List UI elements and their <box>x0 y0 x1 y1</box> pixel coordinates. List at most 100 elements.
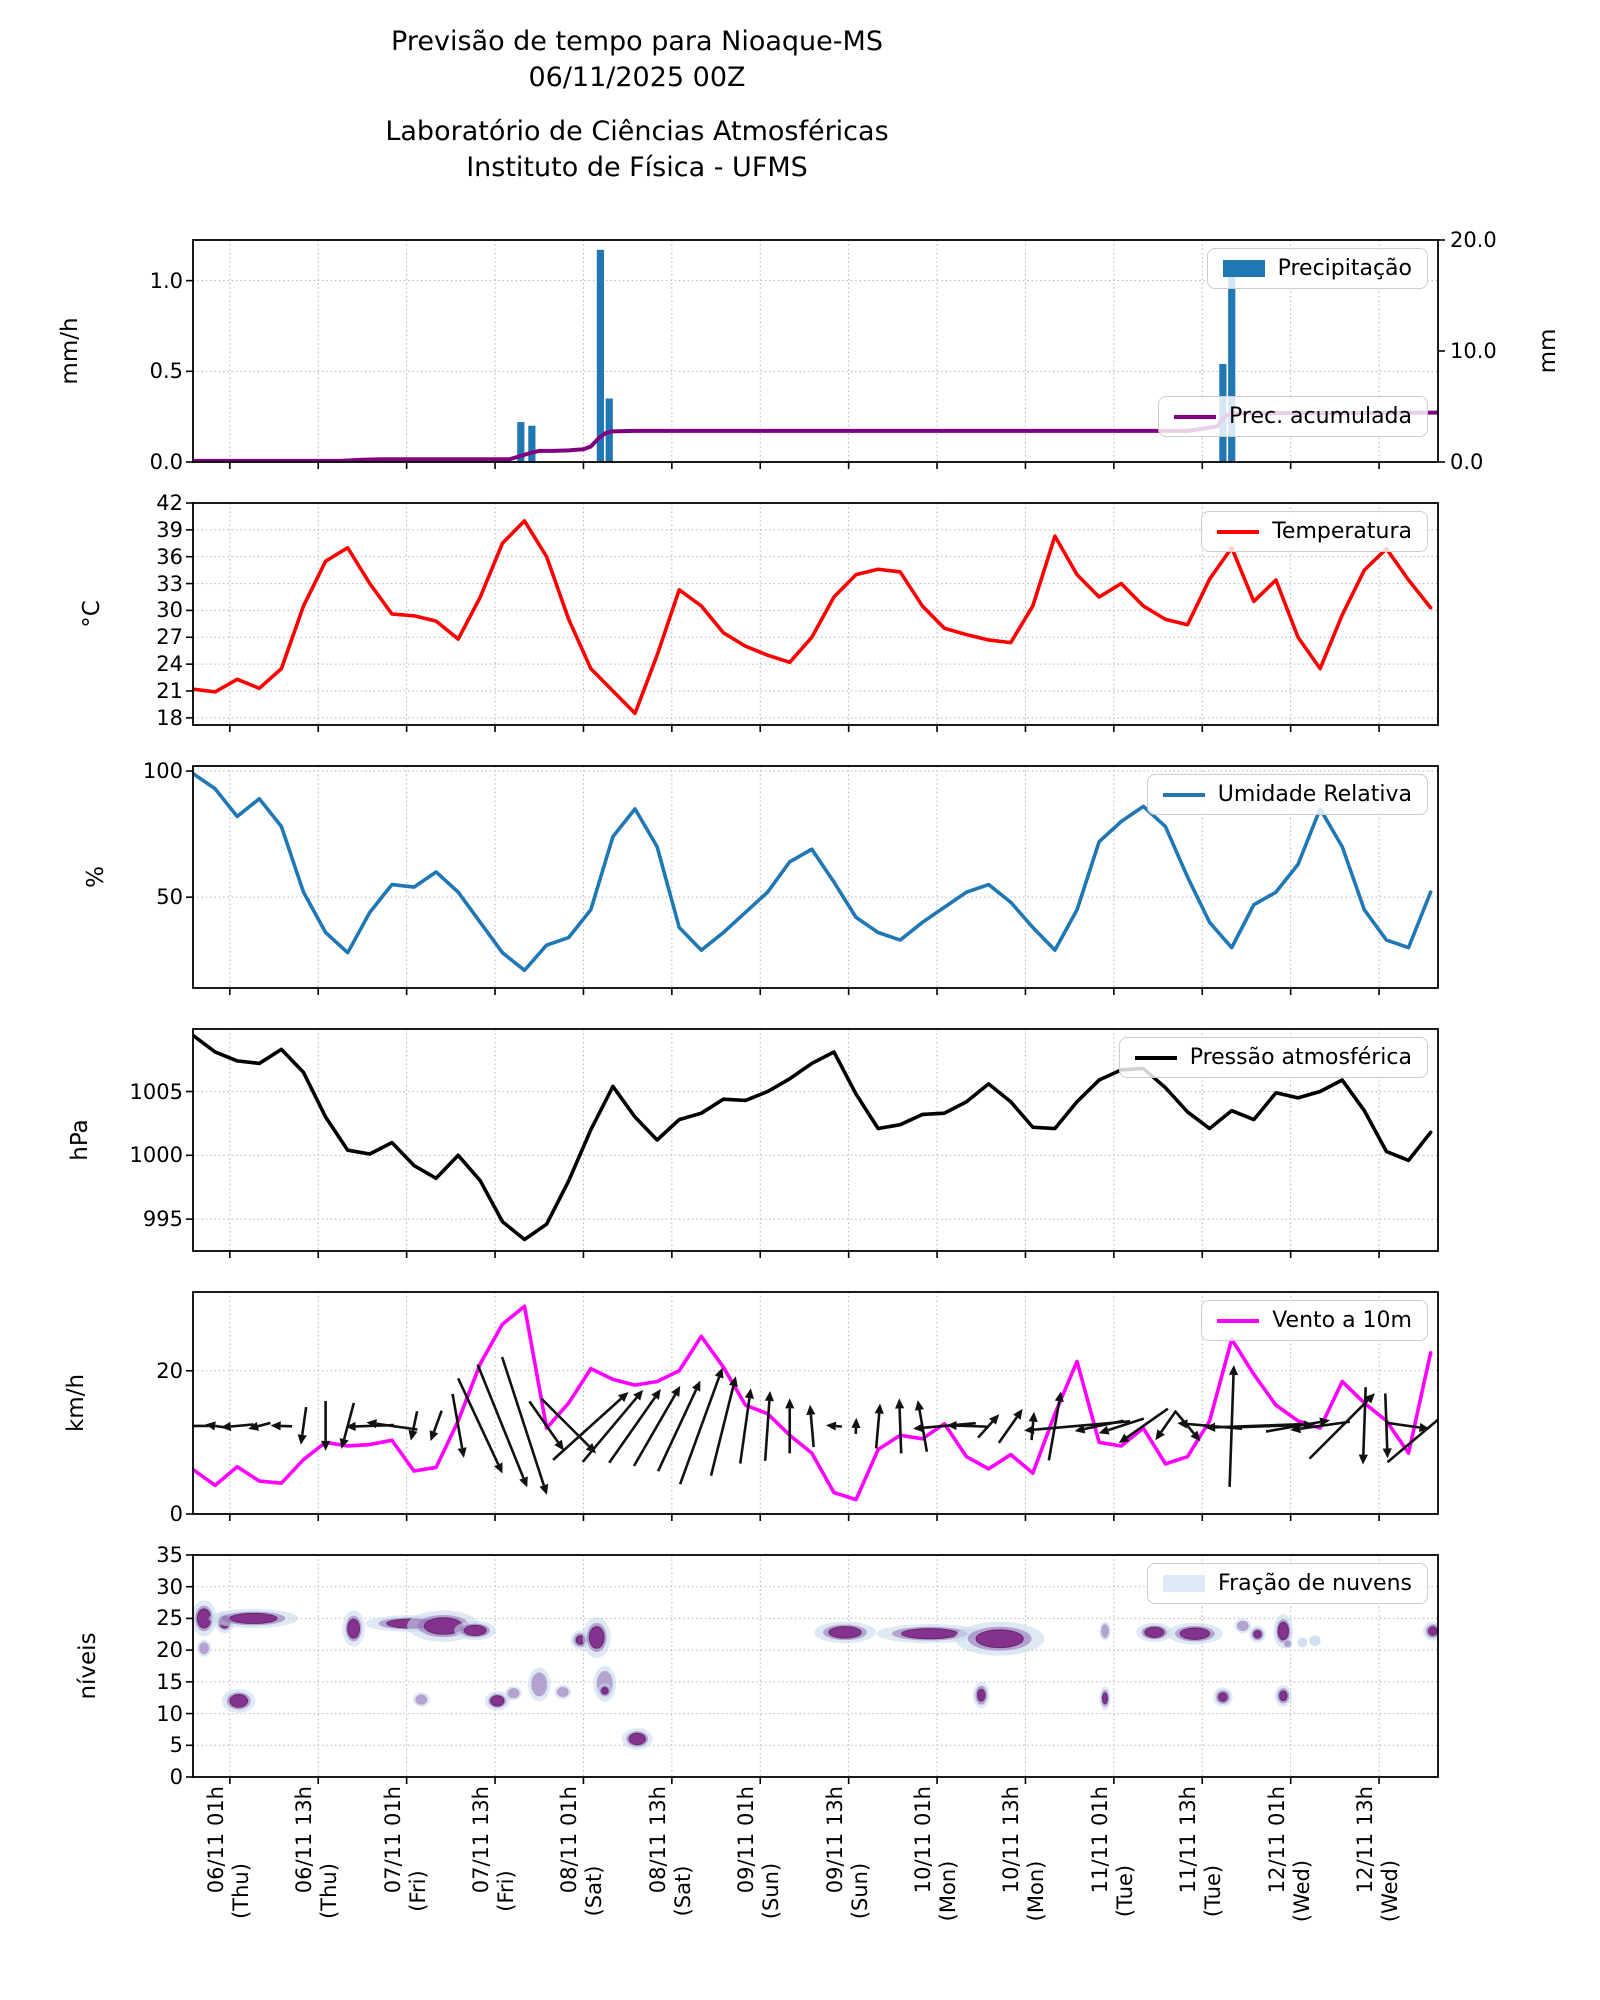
grid-vento <box>193 1292 1438 1514</box>
x-tick-label-text: 11/11 13h (Tue) <box>1176 1786 1226 1918</box>
panel-precipitacao <box>186 239 1445 469</box>
ytick-label-right-precipitacao: 20.0 <box>1450 228 1497 252</box>
page-title: Previsão de tempo para Nioaque-MS 06/11/… <box>0 24 1274 96</box>
ytick-label-pressao: 1000 <box>129 1143 183 1168</box>
panel-umidade <box>186 765 1439 995</box>
x-tick-label-text: 09/11 13h (Sun) <box>822 1786 872 1920</box>
ytick-label-temperatura: 33 <box>156 571 183 596</box>
ytick-label-temperatura: 27 <box>156 625 183 650</box>
vento-line <box>193 1304 1433 1502</box>
ytick-label-nuvens: 15 <box>156 1669 183 1694</box>
x-tick-label: 12/11 13h (Wed) <box>1353 1786 1405 1996</box>
subtitle-line2: Instituto de Física - UFMS <box>466 152 808 183</box>
ylabel-precipitacao: mm/h <box>57 317 83 385</box>
x-tick-label-text: 07/11 13h (Fri) <box>469 1786 519 1912</box>
legend-label: Prec. acumulada <box>1229 404 1412 429</box>
ytick-label-nuvens: 10 <box>156 1701 183 1726</box>
umidade-line <box>193 771 1433 973</box>
legend-swatch-line-icon <box>1217 1318 1260 1323</box>
ytick-label-temperatura: 30 <box>156 598 183 623</box>
legend-nuvens-0: Fração de nuvens <box>1147 1563 1428 1604</box>
panel-vento <box>186 1291 1439 1521</box>
x-tick-label-text: 10/11 01h (Mon) <box>911 1786 961 1922</box>
grid-umidade <box>193 766 1438 988</box>
ytick-label-vento: 0 <box>169 1502 183 1526</box>
legend-temperatura-0: Temperatura <box>1201 511 1428 552</box>
tick-marks <box>186 1554 1380 1784</box>
ytick-label-right-precipitacao: 0.0 <box>1450 450 1484 474</box>
legend-label: Precipitação <box>1277 256 1412 281</box>
cloud-blobs <box>193 1600 1438 1750</box>
page-subtitle: Laboratório de Ciências Atmosféricas Ins… <box>0 114 1274 186</box>
ytick-label-umidade: 100 <box>142 759 183 784</box>
x-tick-label-text: 08/11 13h (Sat) <box>645 1786 695 1917</box>
title-line2: 06/11/2025 00Z <box>528 62 746 93</box>
temperatura-line <box>193 519 1433 716</box>
ytick-label-pressao: 995 <box>142 1207 183 1232</box>
x-tick-label: 11/11 13h (Tue) <box>1176 1786 1228 1996</box>
ytick-label-precipitacao: 1.0 <box>149 268 183 293</box>
x-tick-label-text: 12/11 13h (Wed) <box>1353 1786 1403 1923</box>
title-line1: Previsão de tempo para Nioaque-MS <box>391 26 883 57</box>
x-tick-label: 06/11 13h (Thu) <box>292 1786 344 1996</box>
x-tick-label-text: 07/11 01h (Fri) <box>380 1786 430 1912</box>
panel-pressao <box>186 1028 1439 1258</box>
x-tick-label-text: 11/11 01h (Tue) <box>1087 1786 1137 1918</box>
ytick-label-precipitacao: 0.5 <box>149 359 183 384</box>
ytick-label-pressao: 1005 <box>129 1079 183 1104</box>
ytick-label-temperatura: 21 <box>156 678 183 703</box>
x-tick-label: 12/11 01h (Wed) <box>1265 1786 1317 1996</box>
ytick-label-right-precipitacao: 10.0 <box>1450 339 1497 363</box>
legend-swatch-line-icon <box>1174 414 1216 419</box>
ytick-label-nuvens: 0 <box>169 1765 183 1789</box>
legend-swatch-patch-icon <box>1163 1575 1206 1592</box>
legend-precipitacao-1: Prec. acumulada <box>1158 396 1428 437</box>
legend-swatch-bar-icon <box>1222 260 1265 277</box>
legend-label: Fração de nuvens <box>1218 1571 1412 1596</box>
pressao-line <box>193 1033 1433 1242</box>
x-tick-label: 08/11 01h (Sat) <box>557 1786 609 1996</box>
wind-quiver <box>193 1356 1438 1495</box>
tick-marks <box>186 770 1380 995</box>
ytick-label-temperatura: 36 <box>156 544 183 569</box>
ytick-label-temperatura: 18 <box>156 705 183 730</box>
ytick-label-temperatura: 42 <box>156 491 183 515</box>
ylabel-vento: km/h <box>63 1373 89 1433</box>
grid-pressao <box>193 1029 1438 1251</box>
x-tick-label-text: 06/11 13h (Thu) <box>292 1786 342 1919</box>
x-tick-label-text: 09/11 01h (Sun) <box>734 1786 784 1920</box>
tick-marks <box>186 1090 1380 1258</box>
ylabel-temperatura: °C <box>79 600 105 628</box>
x-tick-label-text: 06/11 01h (Thu) <box>203 1786 253 1919</box>
ytick-label-precipitacao: 0.0 <box>149 450 183 474</box>
ytick-label-temperatura: 39 <box>156 517 183 542</box>
ylabel-pressao: hPa <box>67 1119 93 1161</box>
ytick-label-nuvens: 35 <box>156 1543 183 1567</box>
ytick-label-umidade: 50 <box>156 885 183 910</box>
tick-marks <box>186 1369 1380 1521</box>
subtitle-line1: Laboratório de Ciências Atmosféricas <box>385 116 889 147</box>
x-tick-label: 10/11 01h (Mon) <box>911 1786 963 1996</box>
legend-label: Pressão atmosférica <box>1189 1045 1412 1070</box>
legend-label: Umidade Relativa <box>1217 782 1412 807</box>
ylabel-umidade: % <box>83 866 109 888</box>
ytick-label-nuvens: 5 <box>169 1733 183 1758</box>
ylabel-right-precipitacao: mm <box>1535 328 1561 374</box>
x-tick-label-text: 08/11 01h (Sat) <box>557 1786 607 1917</box>
legend-vento-0: Vento a 10m <box>1201 1300 1428 1341</box>
x-tick-label: 08/11 13h (Sat) <box>646 1786 698 1996</box>
x-tick-label: 09/11 13h (Sun) <box>823 1786 875 1996</box>
x-tick-label: 07/11 01h (Fri) <box>381 1786 433 1996</box>
x-tick-label-text: 10/11 13h (Mon) <box>999 1786 1049 1922</box>
ylabel-nuvens: níveis <box>75 1632 101 1700</box>
legend-swatch-line-icon <box>1134 1055 1177 1060</box>
tick-marks <box>186 502 1380 732</box>
legend-label: Vento a 10m <box>1272 1308 1412 1333</box>
legend-label: Temperatura <box>1272 519 1412 544</box>
ytick-label-nuvens: 20 <box>156 1638 183 1663</box>
legend-pressao-0: Pressão atmosférica <box>1118 1037 1428 1078</box>
x-tick-label: 09/11 01h (Sun) <box>734 1786 786 1996</box>
ytick-label-nuvens: 30 <box>156 1574 183 1599</box>
